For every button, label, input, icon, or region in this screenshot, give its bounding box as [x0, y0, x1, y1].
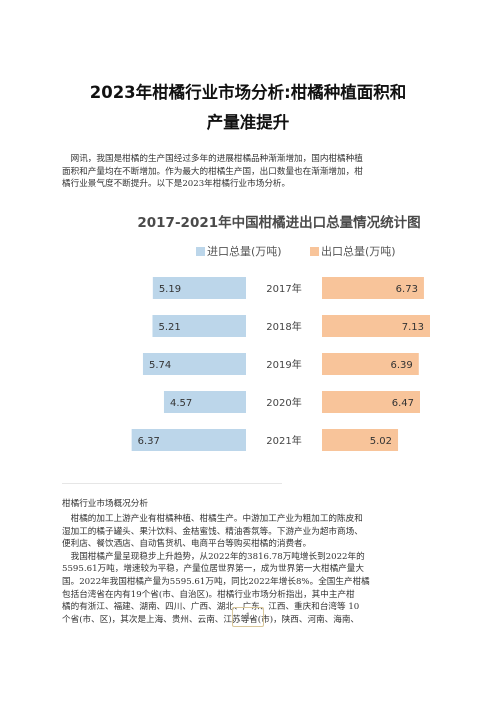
legend-item-import: 进口总量(万吨): [196, 243, 282, 259]
page-title-line-2: 产量准提升: [206, 113, 290, 132]
legend-label-export: 出口总量(万吨): [321, 245, 396, 258]
body-paragraph: 柑橘的加工上游产业有柑橘种植、柑橘生产。中游加工产业为粗加工的陈皮和 湿加工的橘…: [62, 513, 434, 626]
legend-label-import: 进口总量(万吨): [207, 245, 282, 258]
bar-import: [131, 429, 246, 451]
data-label-import: 5.19: [159, 284, 181, 295]
section-heading-text: 柑橘行业市场概况分析: [62, 499, 148, 509]
bar-export: [322, 277, 424, 299]
body-line: 我国柑橘产量呈现稳步上升趋势，从2022年的3816.78万吨增长到2022年的: [62, 551, 365, 562]
category-label: 2020年: [266, 396, 301, 409]
data-label-export: 6.39: [391, 360, 413, 371]
chart-title: 2017-2021年中国柑橘进出口总量情况统计图: [137, 215, 421, 231]
data-label-export: 7.13: [402, 322, 424, 333]
data-label-export: 5.02: [370, 436, 392, 447]
body-line: 个省(市、区)，其次是上海、贵州、云南、江苏等省(市)，陕西、河南、海南、: [62, 614, 360, 625]
data-label-export: 6.47: [392, 398, 414, 409]
bar-import: [152, 277, 246, 299]
section-heading: 柑橘行业市场概况分析: [62, 498, 434, 511]
page-title-line-1: 2023年柑橘行业市场分析:柑橘种植面积和: [89, 83, 407, 102]
legend-item-export: 出口总量(万吨): [310, 243, 396, 259]
chart-legend: 进口总量(万吨) 出口总量(万吨): [118, 243, 440, 259]
intro-paragraph: 网讯，我国是柑橘的生产国经过多年的进展柑橘品种渐渐增加，国内柑橘种植 面积和产量…: [62, 153, 434, 191]
bar-export: [322, 315, 430, 337]
bar-import: [163, 391, 246, 413]
body-line: 柑橘的加工上游产业有柑橘种植、柑橘生产。中游加工产业为粗加工的陈皮和: [62, 514, 363, 524]
bar-export: [322, 429, 399, 451]
data-label-import: 4.57: [170, 398, 192, 409]
body-line: 包括台湾省在内有19个省(市、自治区)。柑橘行业市场分析指出，其中主产柑: [62, 589, 355, 600]
import-export-chart: 2017-2021年中国柑橘进出口总量情况统计图 进口总量(万吨) 出口总量(万…: [118, 205, 440, 460]
category-label: 2021年: [266, 434, 301, 447]
data-label-import: 6.37: [138, 436, 160, 447]
bar-import: [142, 353, 246, 375]
intro-line: 网讯，我国是柑橘的生产国经过多年的进展柑橘品种渐渐增加，国内柑橘种植: [62, 154, 363, 164]
divider: [62, 483, 282, 484]
bar-import: [152, 315, 246, 337]
bar-export: [322, 353, 419, 375]
bar-export: [322, 391, 421, 413]
chart-plot-area: 5.19 6.73 2017年 5.21 7.13 2018年 5.74 6.39 2019年 4…: [131, 277, 430, 451]
legend-swatch-export: [310, 247, 319, 256]
body-line: 便利店、餐饮酒店、自动售货机、电商平台等购买柑橘的消费者。: [62, 539, 312, 550]
category-label: 2019年: [266, 358, 301, 371]
data-label-export: 6.73: [396, 284, 418, 295]
category-label: 2017年: [266, 282, 301, 295]
category-label: 2018年: [266, 320, 301, 333]
intro-line: 橘行业景气度不断提升。以下是2023年柑橘行业市场分析。: [62, 179, 291, 190]
body-line: 湿加工的橘子罐头、果汁饮料、金桔蜜饯、精油香氛等。下游产业为超市商场、: [62, 526, 363, 537]
body-line: 国。2022年我国柑橘产量为5595.61万吨，同比2022年增长8%。全国生产…: [62, 576, 370, 587]
body-line: 5595.61万吨，增速较为平稳，产量位居世界第一，成为世界第一大柑橘产量大: [62, 564, 364, 575]
page-number: 1: [232, 607, 264, 627]
intro-line: 面积和产量均在不断增加。作为最大的柑橘生产国，出口数量也在渐渐增加，柑: [62, 166, 363, 177]
data-label-import: 5.21: [158, 322, 180, 333]
body-line: 橘的有浙江、福建、湖南、四川、广西、湖北、广东、江西、重庆和台湾等 10: [62, 602, 360, 613]
data-label-import: 5.74: [149, 360, 171, 371]
legend-swatch-import: [196, 247, 205, 256]
